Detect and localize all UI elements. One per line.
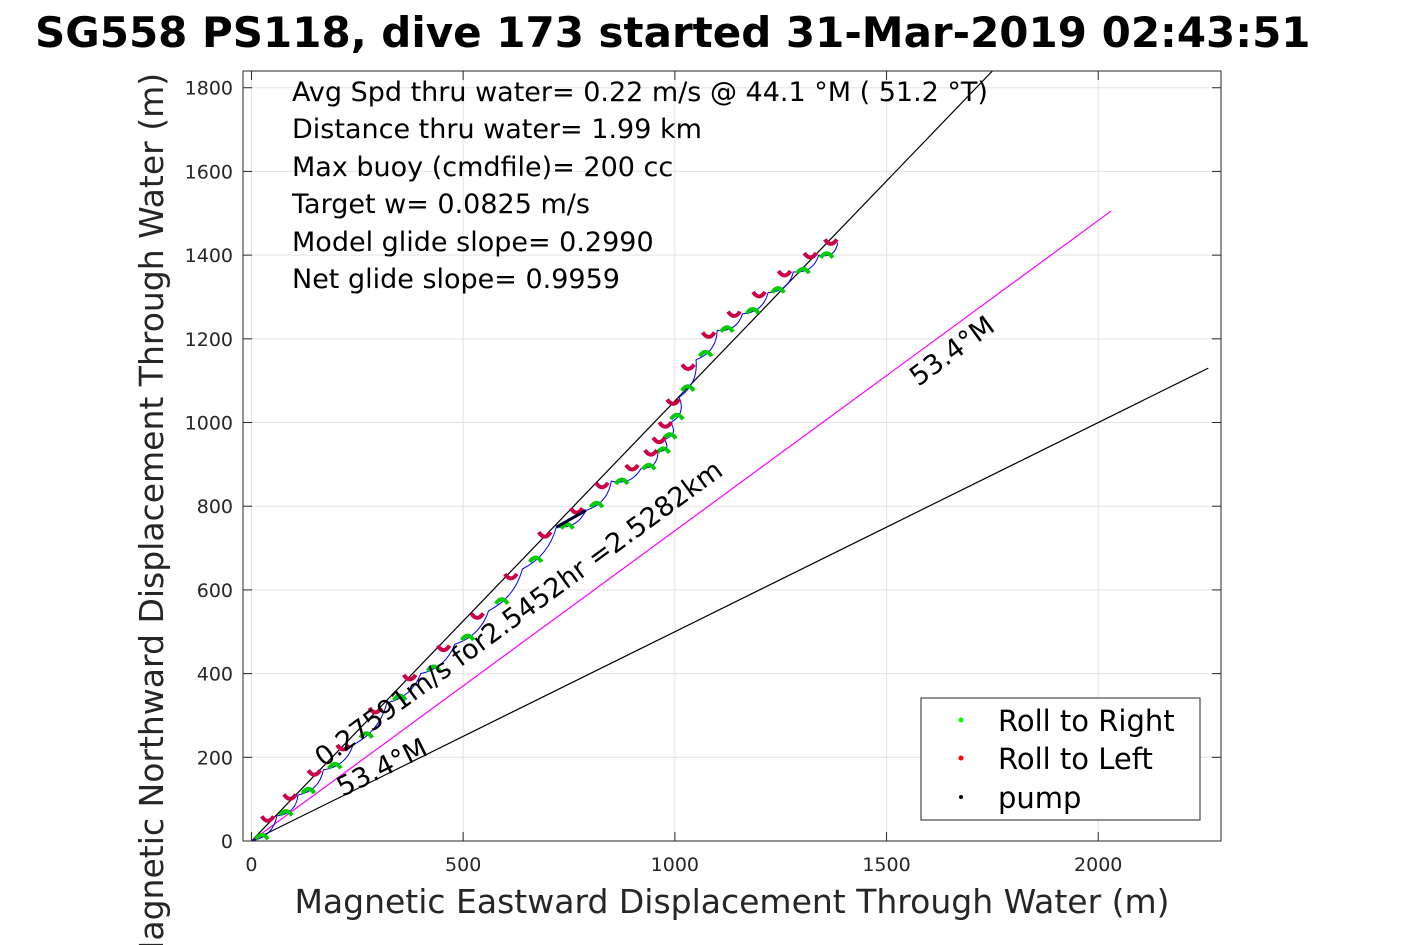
roll-left-marker [402,673,418,682]
x-axis-label: Magnetic Eastward Displacement Through W… [294,882,1169,921]
y-tick-label: 800 [197,496,233,518]
reference-line-center [251,210,1112,841]
roll-right-marker [662,432,678,440]
y-tick-label: 400 [197,664,233,686]
pump-segment [555,509,587,529]
y-tick-label: 600 [197,580,233,602]
roll-left-marker [306,769,322,777]
info-line-avg-speed: Avg Spd thru water= 0.22 m/s @ 44.1 °M (… [292,77,988,108]
reference-line-lower [251,367,1209,841]
chart-title: SG558 PS118, dive 173 started 31-Mar-201… [35,8,1311,57]
roll-left-marker [680,363,696,371]
roll-left-marker [624,463,640,472]
legend-box [920,697,1201,821]
roll-right-marker [254,832,270,841]
roll-right-marker [327,761,343,770]
roll-right-marker [588,500,605,509]
y-axis-ticks: 0 200 400 600 800 1000 1200 1400 1600 1800 [185,78,1221,853]
roll-left-marker [568,506,585,515]
x-tick-label: 500 [445,854,481,876]
roll-right-marker [795,266,811,275]
info-line-net-glide: Net glide slope= 0.9959 [292,264,620,295]
legend-label-roll-right: Roll to Right [998,704,1175,738]
roll-right-marker [425,664,442,673]
roll-right-marker [745,307,761,315]
roll-right-marker [819,251,835,259]
roll-left-marker [651,436,667,445]
legend-marker-pump [959,795,963,799]
track-line [251,242,839,841]
roll-right-marker [358,731,375,739]
plot-frame [242,70,1222,842]
roll-right-marker [719,325,735,333]
roll-left-marker [435,644,452,653]
info-line-model-glide: Model glide slope= 0.2990 [292,227,654,258]
y-tick-label: 1400 [185,245,233,267]
markers-group [254,238,839,841]
y-tick-label: 1600 [185,161,233,183]
roll-right-marker [655,446,672,455]
info-line-max-buoy: Max buoy (cmdfile)= 200 cc [292,152,673,183]
x-tick-label: 1500 [862,854,910,876]
roll-right-marker [697,349,714,358]
roll-left-marker [802,251,818,260]
roll-right-marker [614,477,630,486]
legend-label-roll-left: Roll to Left [998,742,1153,776]
roll-right-marker [300,786,317,795]
series-group [251,242,839,841]
x-tick-label: 1000 [651,854,699,876]
y-axis-label: Magnetic Northward Displacement Through … [132,73,171,945]
y-tick-label: 1200 [185,329,233,351]
legend-marker-roll-left [958,755,964,761]
info-line-target-w: Target w= 0.0825 m/s [291,189,590,220]
roll-left-marker [700,331,717,339]
roll-left-marker [335,743,351,752]
x-tick-label: 2000 [1074,854,1122,876]
roll-right-marker [559,522,575,530]
legend-label-pump: pump [998,781,1081,815]
info-line-distance: Distance thru water= 1.99 km [292,114,702,145]
roll-left-marker [751,290,767,299]
y-tick-label: 1000 [185,413,233,435]
roll-left-marker [594,481,610,490]
roll-right-marker [494,597,510,605]
roll-right-marker [669,412,685,421]
roll-left-marker [823,238,839,246]
legend: Roll to Right Roll to Left pump [920,697,1201,821]
roll-left-marker [260,815,276,823]
roll-left-marker [469,612,485,620]
y-tick-label: 0 [221,831,233,853]
roll-left-marker [367,706,384,715]
y-tick-label: 200 [197,747,233,769]
roll-left-marker [657,421,673,429]
roll-left-marker [537,530,553,539]
roll-right-marker [392,693,408,702]
roll-right-marker [770,286,786,294]
roll-right-marker [278,808,294,817]
roll-right-marker [641,462,657,471]
roll-right-marker [528,555,544,564]
roll-left-marker [726,310,742,319]
x-tick-label: 0 [245,854,257,876]
roll-left-marker [665,398,681,406]
roll-left-marker [643,448,659,457]
roll-left-marker [282,793,298,801]
roll-right-marker [680,384,696,392]
x-axis-ticks: 0 500 1000 1500 2000 [245,71,1122,876]
roll-left-marker [776,269,793,278]
y-tick-label: 1800 [185,78,233,100]
info-block: Avg Spd thru water= 0.22 m/s @ 44.1 °M (… [291,77,988,295]
grid-lines-x [250,71,1099,841]
roll-left-marker [503,572,519,581]
legend-marker-roll-right [958,717,964,723]
roll-right-marker [459,633,476,642]
